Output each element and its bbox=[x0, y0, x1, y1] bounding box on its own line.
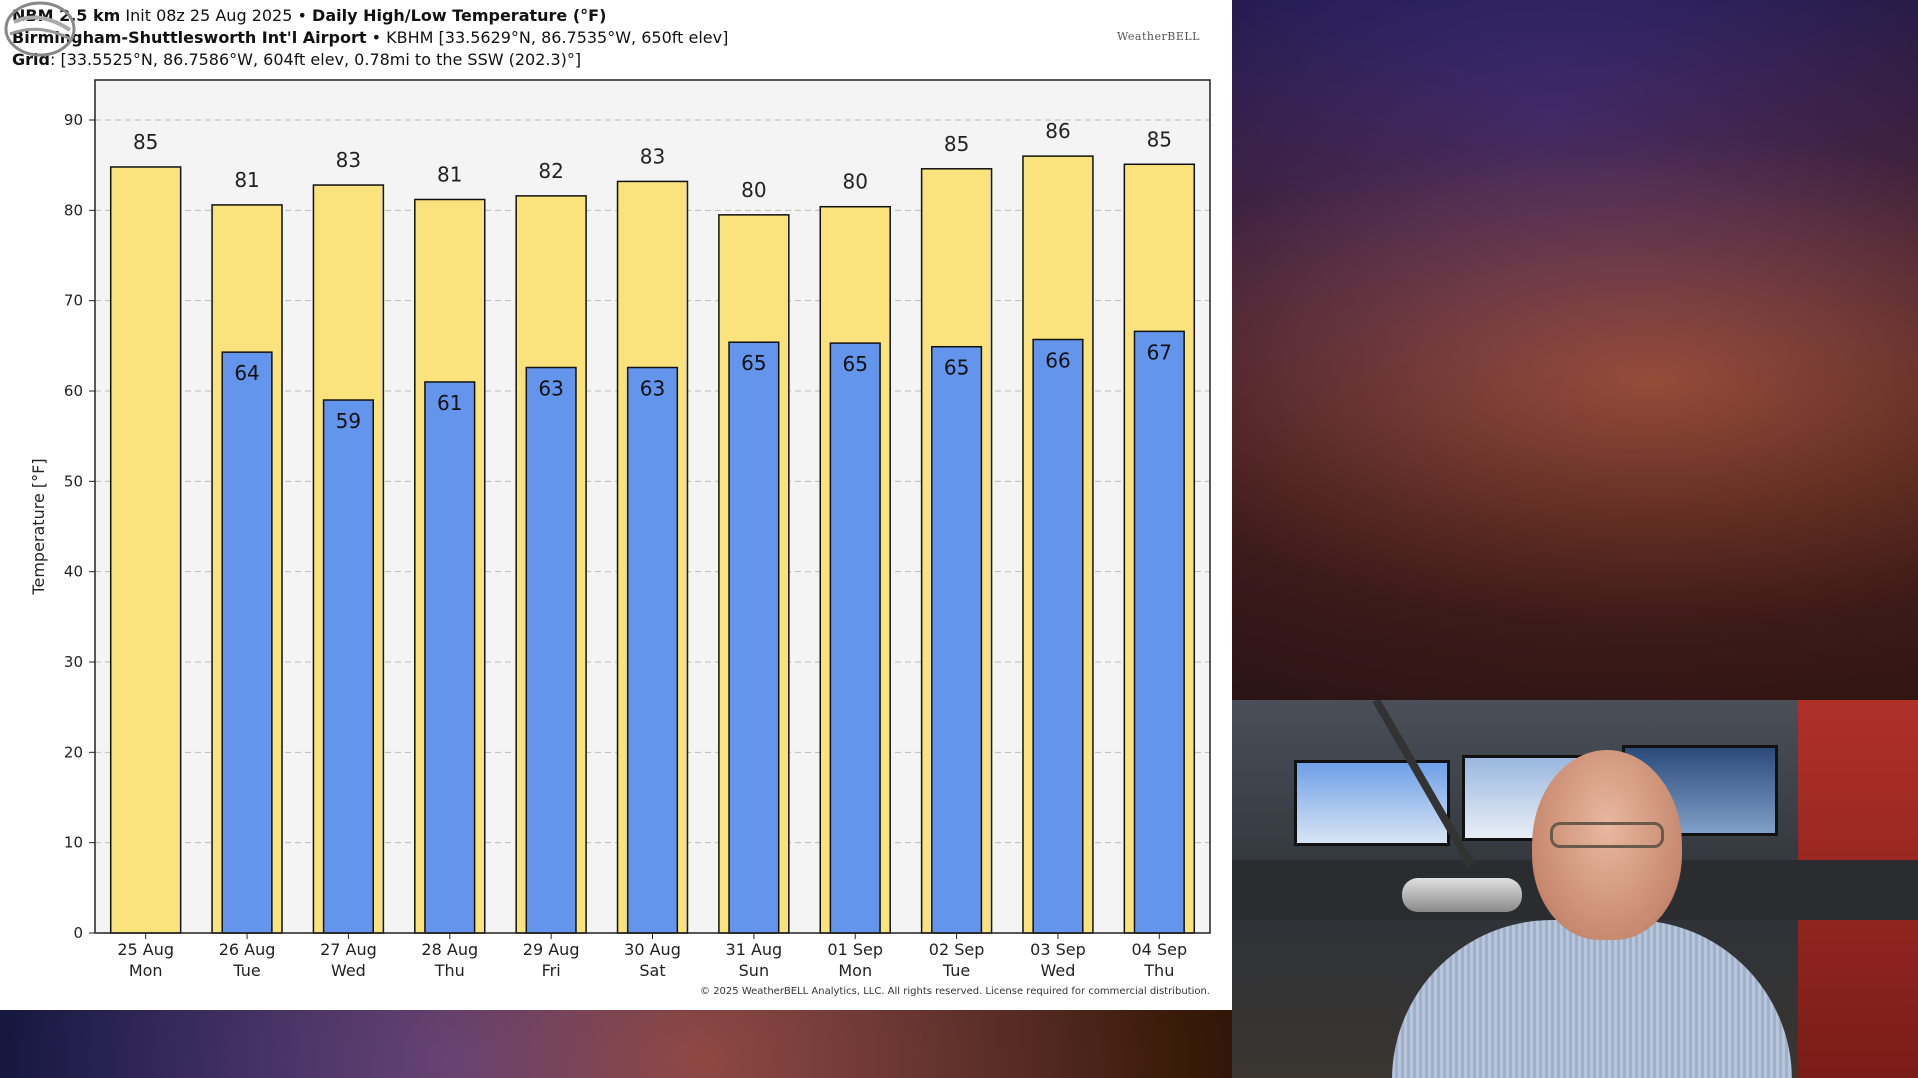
low-temp-bar bbox=[221, 351, 273, 934]
separator: • bbox=[297, 6, 307, 25]
separator: • bbox=[371, 28, 382, 47]
copyright-notice: © 2025 WeatherBELL Analytics, LLC. All r… bbox=[700, 986, 1210, 997]
high-temp-label: 85 bbox=[1147, 127, 1172, 151]
y-tick-label: 60 bbox=[64, 382, 83, 400]
low-temp-label: 63 bbox=[640, 377, 665, 401]
low-temp-bar bbox=[424, 381, 476, 934]
x-tick-label-day: Wed bbox=[331, 961, 366, 980]
low-temp-bar bbox=[322, 399, 374, 934]
y-tick-label: 90 bbox=[64, 111, 83, 129]
high-temp-label: 83 bbox=[640, 144, 665, 168]
y-tick-label: 20 bbox=[64, 743, 83, 761]
high-temp-label: 85 bbox=[944, 132, 969, 156]
high-temp-label: 82 bbox=[538, 159, 563, 183]
logo-text: WeatherBELL bbox=[1117, 30, 1200, 43]
high-temp-label: 81 bbox=[234, 168, 259, 192]
x-tick-label-day: Tue bbox=[942, 961, 970, 980]
x-tick-label-day: Fri bbox=[542, 961, 561, 980]
microphone bbox=[1402, 878, 1522, 912]
y-tick-label: 0 bbox=[73, 924, 83, 942]
high-temp-label: 86 bbox=[1045, 119, 1070, 143]
x-tick-label-day: Mon bbox=[129, 961, 163, 980]
studio-monitor bbox=[1294, 760, 1450, 846]
low-temp-bar bbox=[931, 345, 983, 934]
low-temp-label: 59 bbox=[336, 409, 361, 433]
x-tick-label-date: 31 Aug bbox=[726, 940, 783, 959]
x-tick-label-day: Sun bbox=[739, 961, 769, 980]
init-time: Init 08z 25 Aug 2025 bbox=[125, 6, 293, 25]
y-tick-label: 10 bbox=[64, 834, 83, 852]
chart-panel: NBM 2.5 km Init 08z 25 Aug 2025 • Daily … bbox=[0, 0, 1232, 1010]
x-tick-label-date: 28 Aug bbox=[421, 940, 478, 959]
y-tick-label: 30 bbox=[64, 653, 83, 671]
x-tick-label-day: Thu bbox=[434, 961, 465, 980]
temperature-chart: 0 10 20 30 40 50 60 70 80 90 85 25 Aug Mon 81 64 26 Aug… bbox=[29, 79, 1211, 980]
low-temp-label: 63 bbox=[538, 377, 563, 401]
y-axis-label: Temperature [°F] bbox=[29, 458, 48, 595]
low-temp-label: 64 bbox=[234, 361, 259, 385]
x-tick-label-date: 02 Sep bbox=[929, 940, 985, 959]
low-temp-bar bbox=[525, 366, 577, 934]
presenter-glasses bbox=[1550, 822, 1664, 848]
plot-frame bbox=[94, 79, 1211, 934]
y-tick-label: 40 bbox=[64, 563, 83, 581]
x-tick-label-date: 01 Sep bbox=[827, 940, 883, 959]
x-tick-label-date: 03 Sep bbox=[1030, 940, 1086, 959]
chart-title: Daily High/Low Temperature (°F) bbox=[312, 6, 607, 25]
low-temp-label: 67 bbox=[1147, 340, 1172, 364]
y-tick-label: 70 bbox=[64, 292, 83, 310]
high-temp-label: 80 bbox=[843, 170, 868, 194]
low-temp-bar bbox=[829, 342, 881, 934]
grid-info: : [33.5525°N, 86.7586°W, 604ft elev, 0.7… bbox=[49, 50, 582, 69]
model-name: NBM 2.5 km bbox=[12, 6, 121, 25]
low-temp-label: 65 bbox=[843, 352, 868, 376]
chart-header-line1: NBM 2.5 km Init 08z 25 Aug 2025 • Daily … bbox=[12, 6, 606, 25]
low-temp-label: 65 bbox=[741, 351, 766, 375]
x-tick-label-day: Mon bbox=[838, 961, 872, 980]
weatherbell-logo bbox=[4, 1, 76, 57]
low-temp-bar bbox=[1032, 338, 1084, 934]
x-tick-label-date: 27 Aug bbox=[320, 940, 377, 959]
x-tick-label-date: 30 Aug bbox=[624, 940, 681, 959]
presenter-webcam bbox=[1232, 700, 1918, 1078]
low-temp-label: 61 bbox=[437, 391, 462, 415]
chart-header-line2: Birmingham-Shuttlesworth Int'l Airport •… bbox=[12, 28, 728, 47]
low-temp-label: 65 bbox=[944, 356, 969, 380]
x-tick-label-day: Thu bbox=[1143, 961, 1174, 980]
low-temp-bar bbox=[626, 366, 679, 934]
low-temp-bar bbox=[728, 341, 780, 934]
high-temp-bar bbox=[109, 166, 182, 934]
high-temp-label: 85 bbox=[133, 130, 158, 154]
high-temp-label: 80 bbox=[741, 178, 766, 202]
y-tick-label: 80 bbox=[64, 201, 83, 219]
x-tick-label-date: 04 Sep bbox=[1132, 940, 1188, 959]
x-tick-label-date: 29 Aug bbox=[523, 940, 580, 959]
station-info: KBHM [33.5629°N, 86.7535°W, 650ft elev] bbox=[386, 28, 729, 47]
x-tick-label-date: 26 Aug bbox=[219, 940, 276, 959]
low-temp-label: 66 bbox=[1045, 349, 1070, 373]
y-tick-label: 50 bbox=[64, 472, 83, 490]
x-tick-label-day: Wed bbox=[1041, 961, 1076, 980]
station-name: Birmingham-Shuttlesworth Int'l Airport bbox=[12, 28, 367, 47]
presenter-body bbox=[1392, 920, 1792, 1078]
x-tick-label-day: Tue bbox=[232, 961, 260, 980]
x-tick-label-date: 25 Aug bbox=[117, 940, 174, 959]
high-temp-label: 81 bbox=[437, 162, 462, 186]
x-tick-label-day: Sat bbox=[639, 961, 665, 980]
low-temp-bar bbox=[1133, 330, 1185, 934]
high-temp-label: 83 bbox=[336, 148, 361, 172]
